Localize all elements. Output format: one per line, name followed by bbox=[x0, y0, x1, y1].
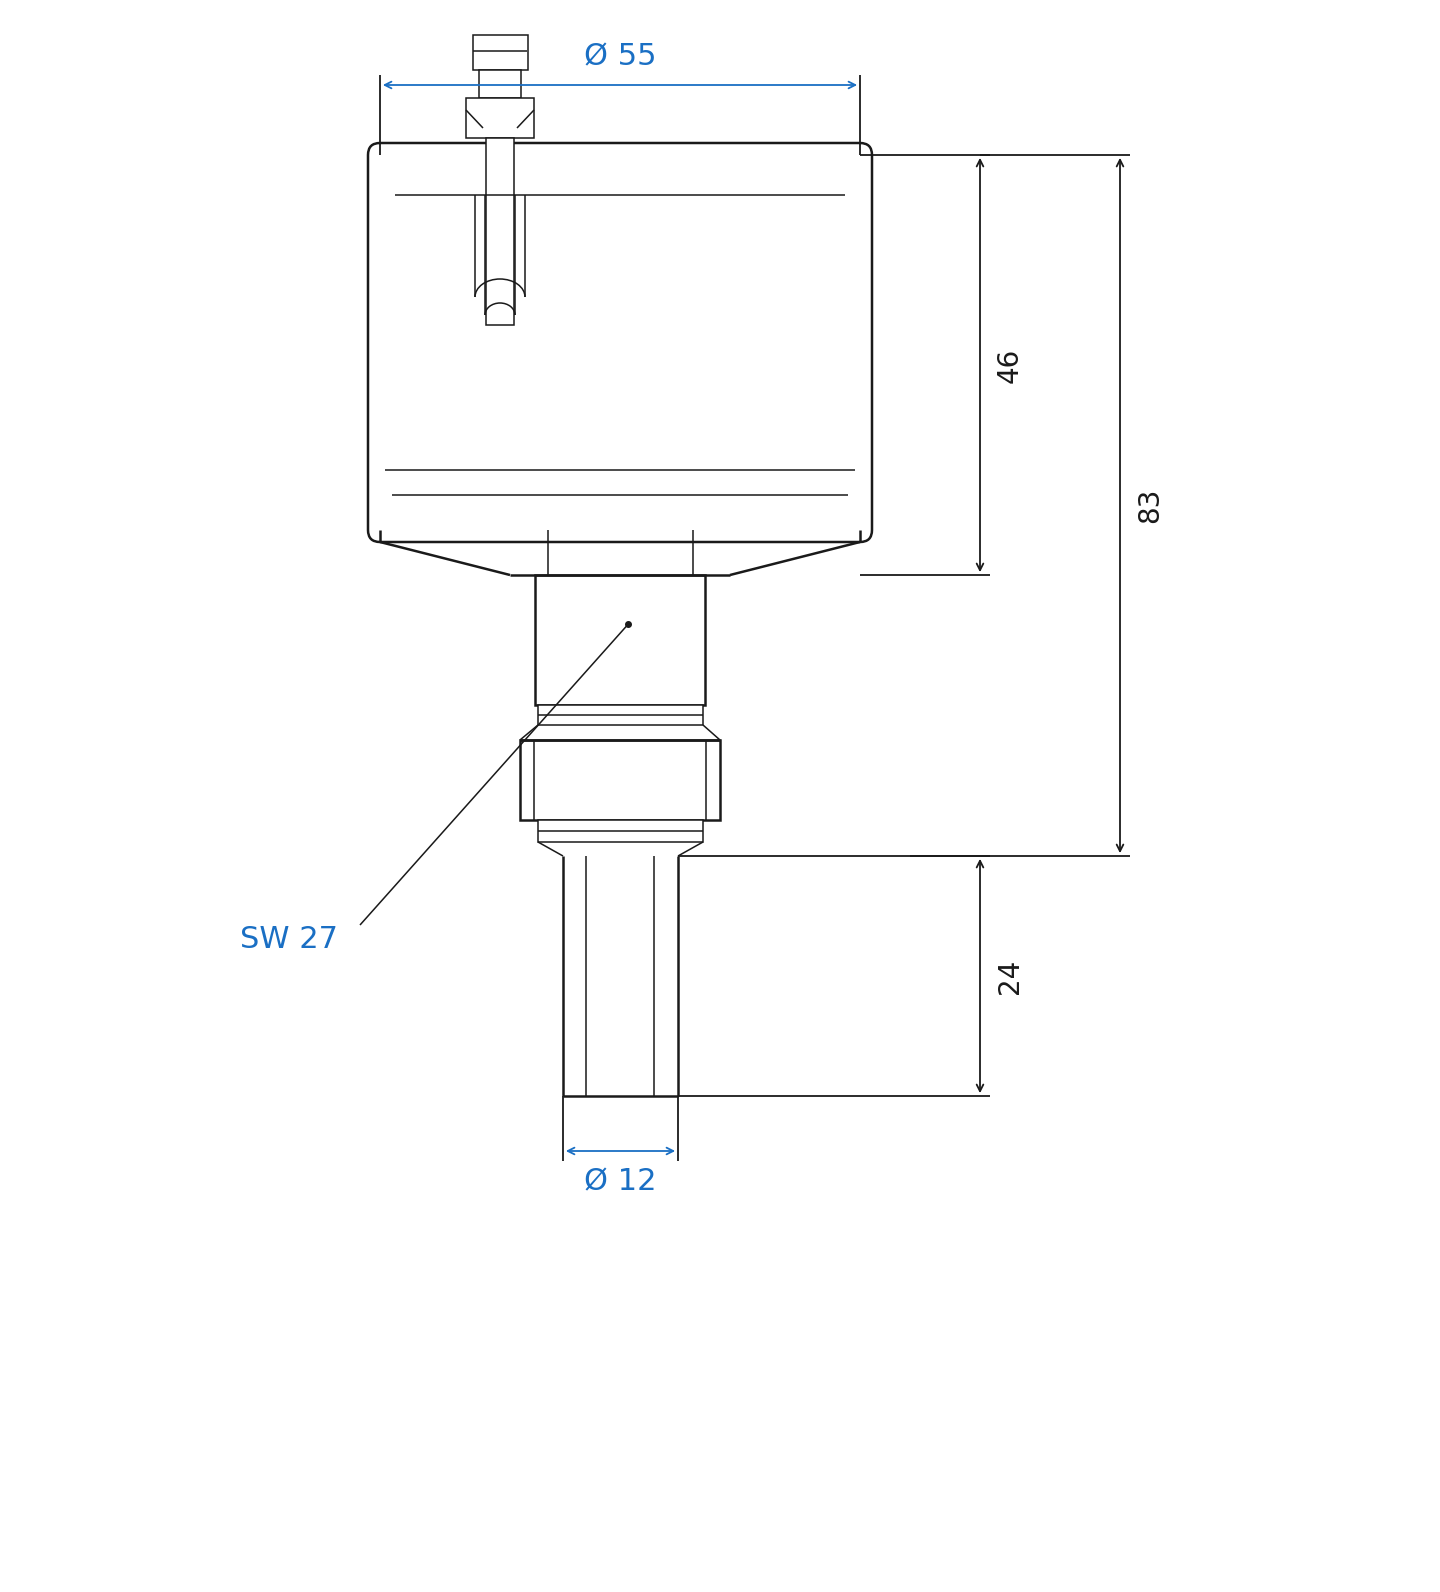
Text: Ø 12: Ø 12 bbox=[585, 1167, 657, 1196]
Bar bbox=[467, 99, 534, 139]
Text: 24: 24 bbox=[996, 958, 1024, 993]
Bar bbox=[487, 139, 514, 325]
Bar bbox=[472, 35, 528, 70]
Bar bbox=[480, 70, 521, 99]
Text: Ø 55: Ø 55 bbox=[583, 41, 657, 72]
Bar bbox=[536, 575, 706, 705]
FancyBboxPatch shape bbox=[369, 143, 873, 541]
Bar bbox=[520, 740, 720, 820]
Text: 83: 83 bbox=[1136, 487, 1164, 524]
Bar bbox=[539, 705, 703, 724]
Text: SW 27: SW 27 bbox=[240, 925, 338, 955]
Text: 46: 46 bbox=[996, 347, 1024, 382]
Bar bbox=[539, 820, 703, 842]
